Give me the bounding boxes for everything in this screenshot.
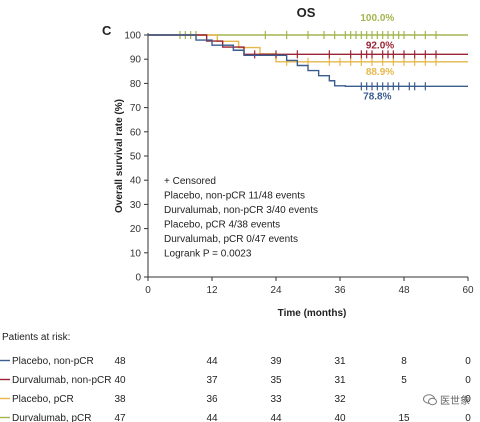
risk-count: 40 [334,413,346,422]
risk-count: 0 [465,394,471,405]
y-tick-label: 30 [130,200,142,211]
risk-count: 39 [270,356,282,367]
risk-count: 36 [206,394,218,405]
end-label-2: 88.9% [366,67,394,78]
y-tick-label: 80 [130,79,142,90]
x-tick-label: 60 [462,285,474,296]
risk-count: 44 [206,413,218,422]
annotation-line: Placebo, non-pCR 11/48 events [164,191,305,202]
y-tick-label: 50 [130,152,142,163]
risk-count: 35 [270,375,282,386]
chart-title: OS [297,5,316,20]
annotation-line: + Censored [164,176,216,187]
watermark: 医世象 [423,392,470,407]
risk-count: 40 [114,375,126,386]
risk-count: 15 [398,413,410,422]
y-tick-label: 60 [130,127,142,138]
x-axis-label: Time (months) [278,308,347,319]
risk-count: 31 [334,375,346,386]
risk-row-name: Durvalumab, pCR [12,413,91,422]
y-tick-label: 10 [130,248,142,259]
risk-count: 37 [206,375,218,386]
y-tick-label: 20 [130,224,142,235]
risk-row-name: Placebo, non-pCR [12,356,94,367]
km-curve-0 [148,34,468,88]
annotation-line: Logrank P = 0.0023 [164,249,252,260]
risk-count: 0 [465,413,471,422]
watermark-text: 医世象 [440,396,470,407]
risk-count: 8 [401,356,407,367]
x-tick-label: 36 [334,285,346,296]
y-tick-label: 70 [130,103,142,114]
risk-count: 33 [270,394,282,405]
risk-count: 44 [206,356,218,367]
risk-count: 0 [465,356,471,367]
risk-count: 47 [114,413,126,422]
end-label-1: 92.0% [366,40,394,51]
risk-count: 5 [401,375,407,386]
risk-row-name: Durvalumab, non-pCR [12,375,112,386]
panel-letter: C [102,23,112,38]
end-label-0: 78.8% [363,91,391,102]
x-tick-label: 12 [206,285,218,296]
y-tick-label: 40 [130,176,142,187]
risk-count: 38 [114,394,126,405]
x-tick-label: 0 [145,285,151,296]
end-label-3: 100.0% [360,13,394,24]
risk-count: 0 [465,375,471,386]
chat-bubble-icon [423,393,437,405]
y-tick-label: 0 [135,273,141,284]
risk-count: 48 [114,356,126,367]
annotation-line: Durvalumab, non-pCR 3/40 events [164,205,318,216]
y-tick-label: 90 [130,55,142,66]
annotation-line: Placebo, pCR 4/38 events [164,220,280,231]
x-tick-label: 24 [270,285,282,296]
risk-row-name: Placebo, pCR [12,394,74,405]
y-tick-label: 100 [124,31,141,42]
annotation-line: Durvalumab, pCR 0/47 events [164,234,298,245]
y-axis-label: Overall survival rate (%) [114,99,125,213]
x-tick-label: 48 [398,285,410,296]
risk-table-title: Patients at risk: [2,332,70,343]
risk-count: 44 [270,413,282,422]
risk-count: 32 [334,394,346,405]
risk-count: 31 [334,356,346,367]
